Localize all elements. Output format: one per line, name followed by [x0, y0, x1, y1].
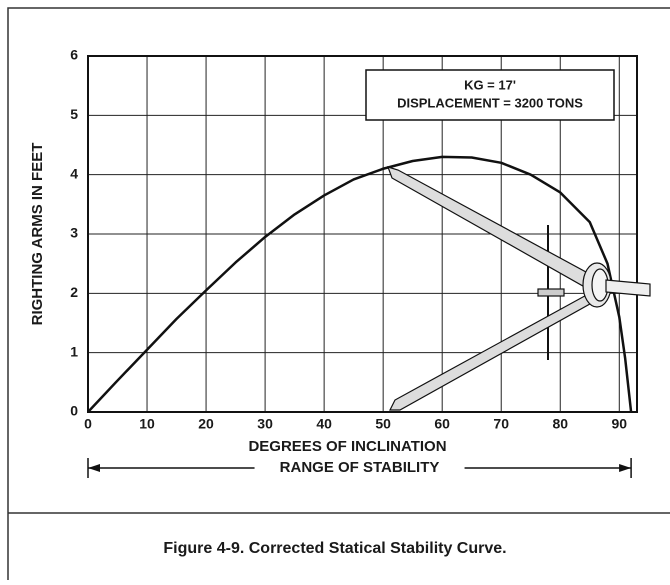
x-tick-label: 20 [198, 416, 214, 432]
x-axis-label: DEGREES OF INCLINATION [248, 438, 446, 455]
annotation: KG = 17' [464, 77, 516, 92]
x-tick-label: 30 [257, 416, 273, 432]
x-tick-label: 80 [552, 416, 568, 432]
x-tick-label: 10 [139, 416, 155, 432]
y-tick-label: 5 [70, 106, 78, 122]
x-tick-label: 50 [375, 416, 391, 432]
divider-handle [605, 279, 651, 297]
y-tick-label: 0 [70, 403, 78, 419]
x-tick-label: 40 [316, 416, 332, 432]
y-tick-label: 1 [70, 343, 78, 359]
figure-border [7, 7, 670, 585]
annotation-box [365, 69, 615, 121]
x-tick-label: 0 [84, 416, 92, 432]
x-tick-label: 60 [434, 416, 450, 432]
y-axis-label: RIGHTING ARMS IN FEET [29, 143, 46, 326]
y-tick-label: 2 [70, 284, 78, 300]
arrow-head [619, 464, 632, 472]
annotation: DISPLACEMENT = 3200 TONS [397, 95, 583, 110]
dividers-illustration [387, 166, 651, 411]
divider-screw [537, 288, 565, 297]
y-tick-label: 3 [70, 225, 78, 241]
plot-frame [87, 55, 638, 413]
range-label-bg [254, 459, 465, 477]
x-tick-label: 90 [612, 416, 628, 432]
y-tick-label: 4 [70, 165, 78, 181]
y-tick-label: 6 [70, 47, 78, 63]
x-tick-label: 70 [493, 416, 509, 432]
stability-curve [87, 155, 633, 413]
caption: Figure 4-9. Corrected Statical Stability… [163, 540, 506, 557]
range-label: RANGE OF STABILITY [280, 459, 440, 476]
arrow-head [88, 464, 100, 472]
